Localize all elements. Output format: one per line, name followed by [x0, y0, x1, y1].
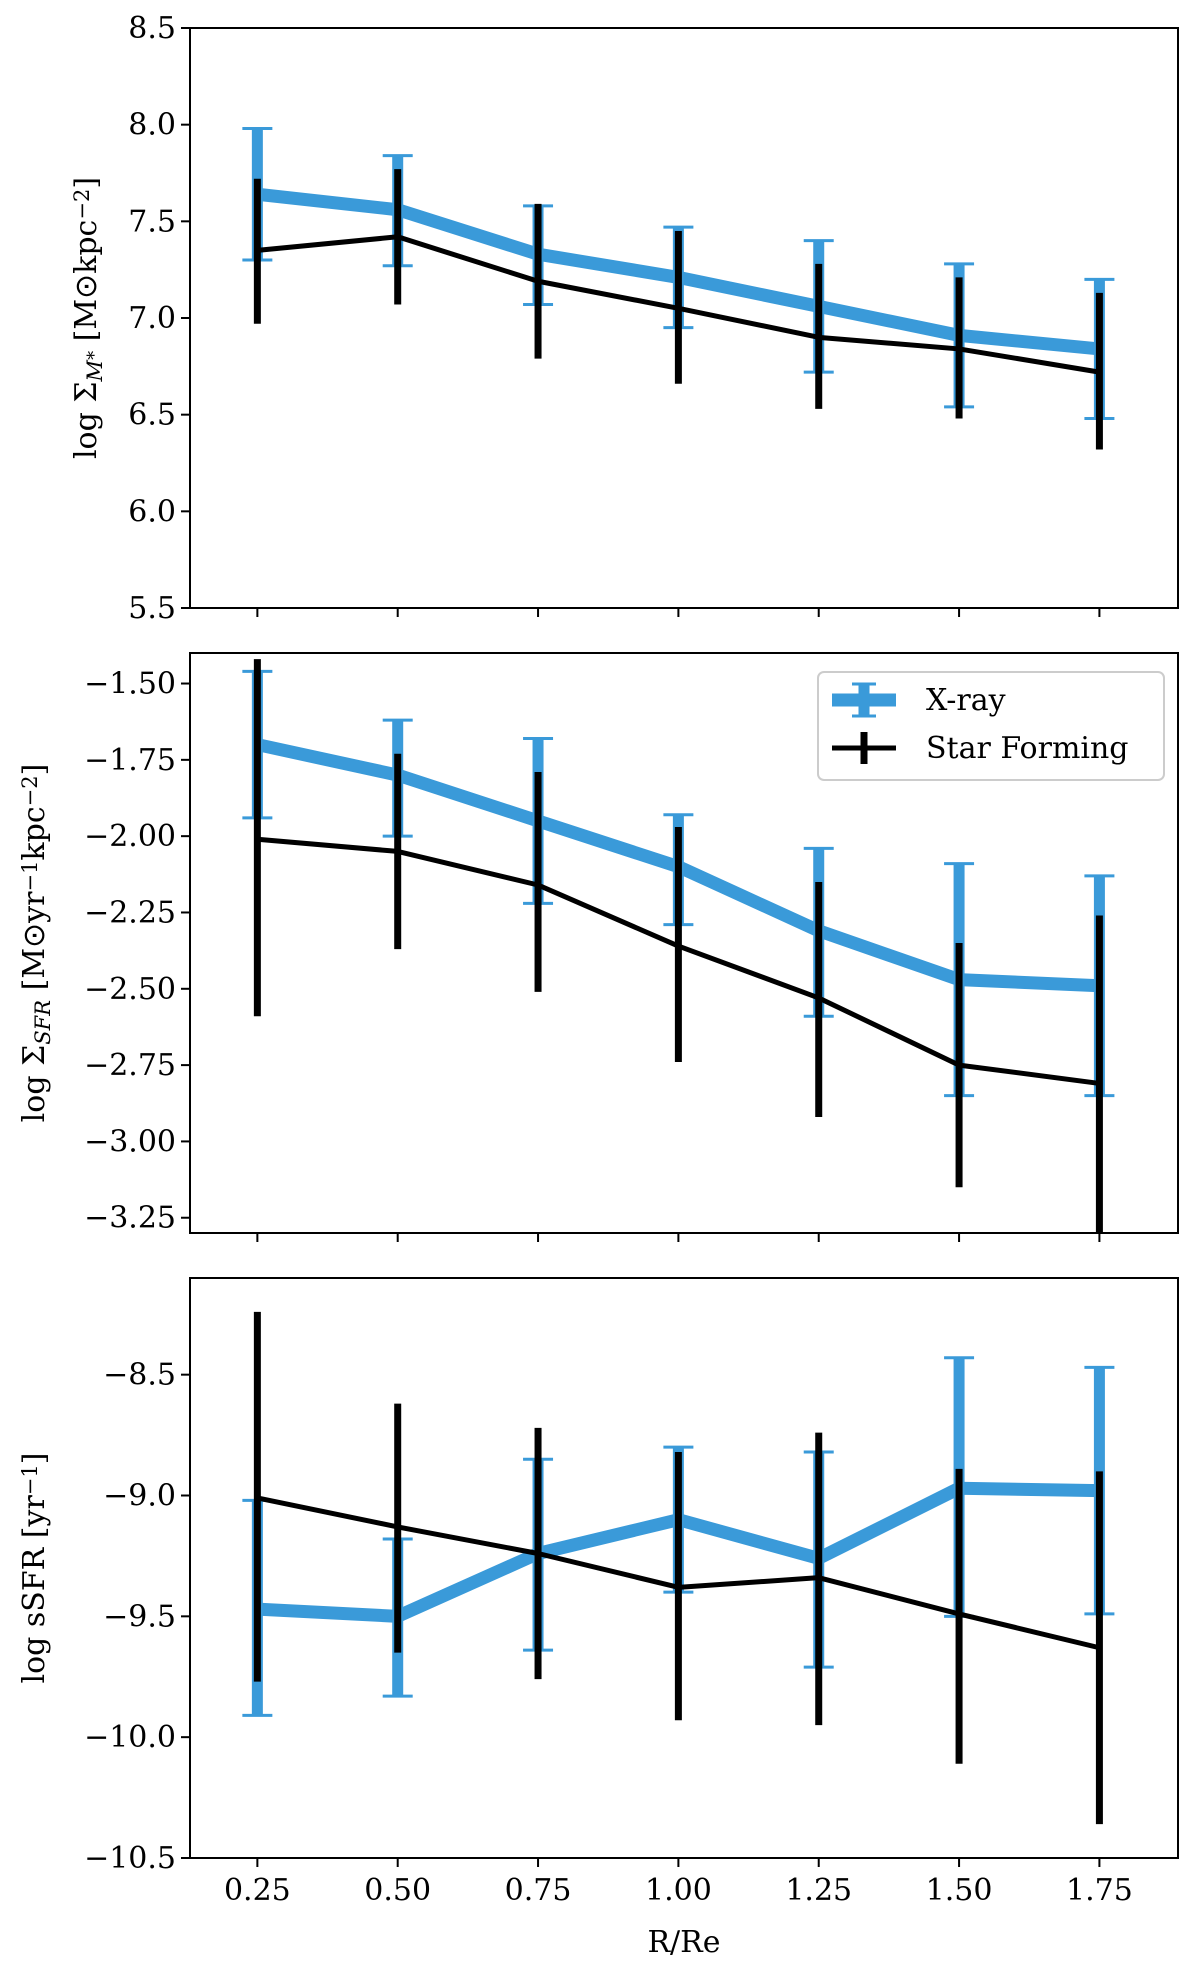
- label-subscript: *: [84, 351, 105, 360]
- bottom-panel: −10.5 −10.0 −9.5 −9.0 −8.5 0.25 0.50 0.75 1.00 1.…: [17, 1277, 1179, 1908]
- label-text: ⊙: [69, 274, 104, 299]
- y-tick-label: −9.5: [103, 1599, 176, 1634]
- y-tick-label: −10.5: [84, 1841, 176, 1876]
- y-tick-label: 8.0: [128, 108, 176, 143]
- legend-box: [817, 671, 1165, 781]
- y-tick-label: 6.5: [128, 398, 176, 433]
- y-tick-label: −1.50: [84, 667, 176, 702]
- y-axis-label: log ΣSFR [M⊙yr−1kpc−2]: [17, 764, 55, 1123]
- legend-entry-label: Star Forming: [926, 731, 1129, 766]
- x-tick-label: 1.50: [926, 1873, 993, 1908]
- y-tick-label: −2.00: [84, 819, 176, 854]
- top-panel: 5.5 6.0 6.5 7.0 7.5 8.0 8.5 log ΣM* [M⊙kpc−2]: [69, 11, 1179, 626]
- label-superscript: −1: [18, 861, 42, 892]
- y-tick-label: −3.00: [84, 1124, 176, 1159]
- middle-panel: −3.25 −3.00 −2.75 −2.50 −2.25 −2.00 −1.75 −1.50…: [17, 652, 1179, 1242]
- y-tick-label: −10.0: [84, 1720, 176, 1755]
- label-subscript: SFR: [31, 1000, 55, 1045]
- x-tick-label: 1.75: [1066, 1873, 1133, 1908]
- y-axis-label: log sSFR [yr−1]: [17, 1453, 52, 1684]
- y-tick-label: −9.0: [103, 1479, 176, 1514]
- legend: X-ray Star Forming: [817, 671, 1165, 781]
- y-tick-label: −1.75: [84, 743, 176, 778]
- series-line: [257, 836, 1100, 1086]
- x-tick-label: 0.75: [505, 1873, 572, 1908]
- y-tick-label: −2.50: [84, 972, 176, 1007]
- label-text: ]: [69, 177, 104, 189]
- y-tick-label: 6.0: [128, 494, 176, 529]
- label-text: [M: [69, 299, 104, 351]
- y-tick-label: −2.75: [84, 1048, 176, 1083]
- axes-frame: [189, 27, 1179, 609]
- y-tick-label: 8.5: [128, 11, 176, 46]
- label-subscript: M: [83, 359, 107, 382]
- y-tick-label: −8.5: [103, 1358, 176, 1393]
- x-tick-label: 0.50: [364, 1873, 431, 1908]
- label-text: ]: [17, 1453, 52, 1465]
- x-tick-label: 1.00: [645, 1873, 712, 1908]
- series-line: [257, 234, 1100, 375]
- y-tick-label: 7.0: [128, 301, 176, 336]
- x-axis-label: R/Re: [647, 1925, 720, 1960]
- series-star-forming: [253, 659, 1103, 1233]
- label-superscript: −2: [70, 189, 94, 220]
- label-text: log sSFR [yr: [17, 1495, 52, 1684]
- x-tick-label: 0.25: [224, 1873, 291, 1908]
- label-text: log Σ: [17, 1045, 52, 1123]
- y-axis-label: log ΣM* [M⊙kpc−2]: [69, 177, 107, 459]
- axes-frame: [189, 1277, 1179, 1859]
- label-text: [M: [17, 948, 52, 1000]
- y-tick-label: −3.25: [84, 1201, 176, 1236]
- y-tick-label: 7.5: [128, 204, 176, 239]
- label-superscript: −1: [18, 1464, 42, 1495]
- x-tick-label: 1.25: [785, 1873, 852, 1908]
- label-text: ⊙: [17, 923, 52, 948]
- axes-frame: [189, 652, 1179, 1234]
- label-text: ]: [17, 764, 52, 776]
- label-text: yr: [17, 891, 52, 924]
- label-text: log Σ: [69, 381, 104, 459]
- label-text: kpc: [17, 806, 52, 860]
- label-text: kpc: [69, 220, 104, 274]
- y-tick-label: 5.5: [128, 591, 176, 626]
- series-line: [256, 1495, 1100, 1651]
- series-star-forming: [253, 169, 1103, 450]
- y-tick-label: −2.25: [84, 895, 176, 930]
- legend-entry-label: X-ray: [926, 683, 1006, 718]
- series-star-forming: [253, 1311, 1103, 1825]
- label-superscript: −2: [18, 775, 42, 806]
